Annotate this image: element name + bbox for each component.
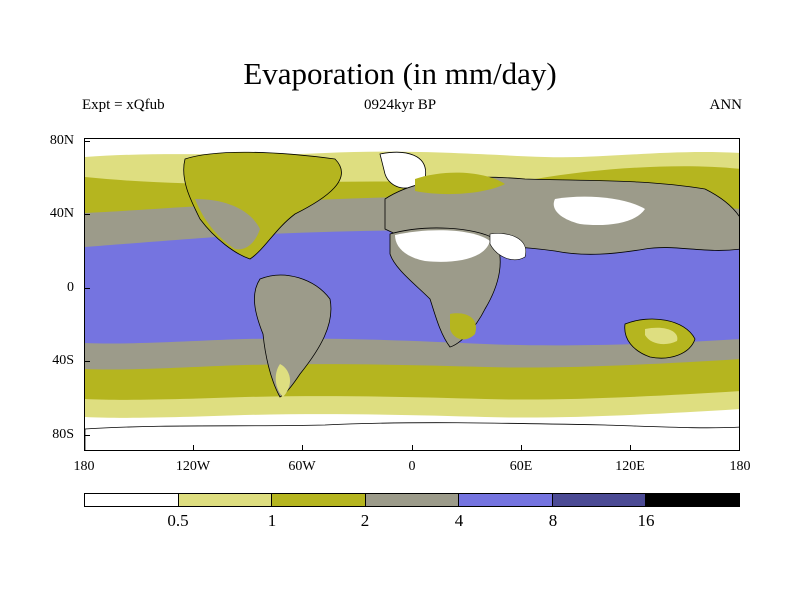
south-america [254, 274, 332, 398]
antarctica [85, 422, 739, 450]
lat-tick [84, 288, 90, 289]
colorbar [84, 493, 740, 507]
australia-interior [645, 327, 678, 345]
colorbar-box-6 [646, 494, 740, 506]
lon-label-180e: 180 [729, 459, 751, 474]
arabia [489, 233, 527, 261]
lon-label-180w: 180 [73, 459, 95, 474]
lat-tick [84, 141, 90, 142]
patagonia [275, 364, 291, 397]
lon-tick [193, 445, 194, 451]
lat-tick [84, 361, 90, 362]
lat-tick [84, 214, 90, 215]
season-label: ANN [709, 97, 743, 113]
lon-label-120e: 120E [615, 459, 645, 474]
southern-africa [450, 313, 476, 340]
lon-tick [630, 445, 631, 451]
time-label: 0924kyr BP [363, 97, 437, 113]
map-canvas [85, 139, 739, 450]
lat-label-40s: 40S [52, 353, 74, 368]
experiment-label: Expt = xQfub [82, 97, 165, 113]
lon-label-60w: 60W [288, 459, 316, 474]
lat-label-40n: 40N [49, 206, 74, 221]
colorbar-box-4 [459, 494, 553, 506]
map-title: Evaporation (in mm/day) [243, 56, 557, 91]
sahara [395, 230, 490, 262]
colorbar-box-2 [272, 494, 366, 506]
colorbar-box-0 [85, 494, 179, 506]
lon-label-120w: 120W [175, 459, 211, 474]
central-asia-desert [553, 196, 645, 226]
scandinavia [415, 172, 505, 195]
lon-tick [521, 445, 522, 451]
colorbar-label-0-5: 0.5 [167, 511, 189, 530]
lat-label-0: 0 [67, 280, 74, 295]
lon-label-0: 0 [408, 459, 416, 474]
lat-tick [84, 435, 90, 436]
evaporation-map [84, 138, 740, 451]
colorbar-box-1 [178, 494, 273, 506]
colorbar-label-16: 16 [637, 511, 655, 530]
colorbar-label-8: 8 [548, 511, 558, 530]
north-america-interior [195, 199, 260, 250]
lat-label-80n: 80N [49, 133, 74, 148]
lon-tick [302, 445, 303, 451]
colorbar-box-5 [552, 494, 647, 506]
lon-label-60e: 60E [509, 459, 533, 474]
colorbar-label-4: 4 [454, 511, 464, 530]
colorbar-box-3 [365, 494, 460, 506]
lon-tick [412, 445, 413, 451]
lat-label-80s: 80S [52, 427, 74, 442]
colorbar-label-2: 2 [360, 511, 370, 530]
colorbar-label-1: 1 [267, 511, 277, 530]
